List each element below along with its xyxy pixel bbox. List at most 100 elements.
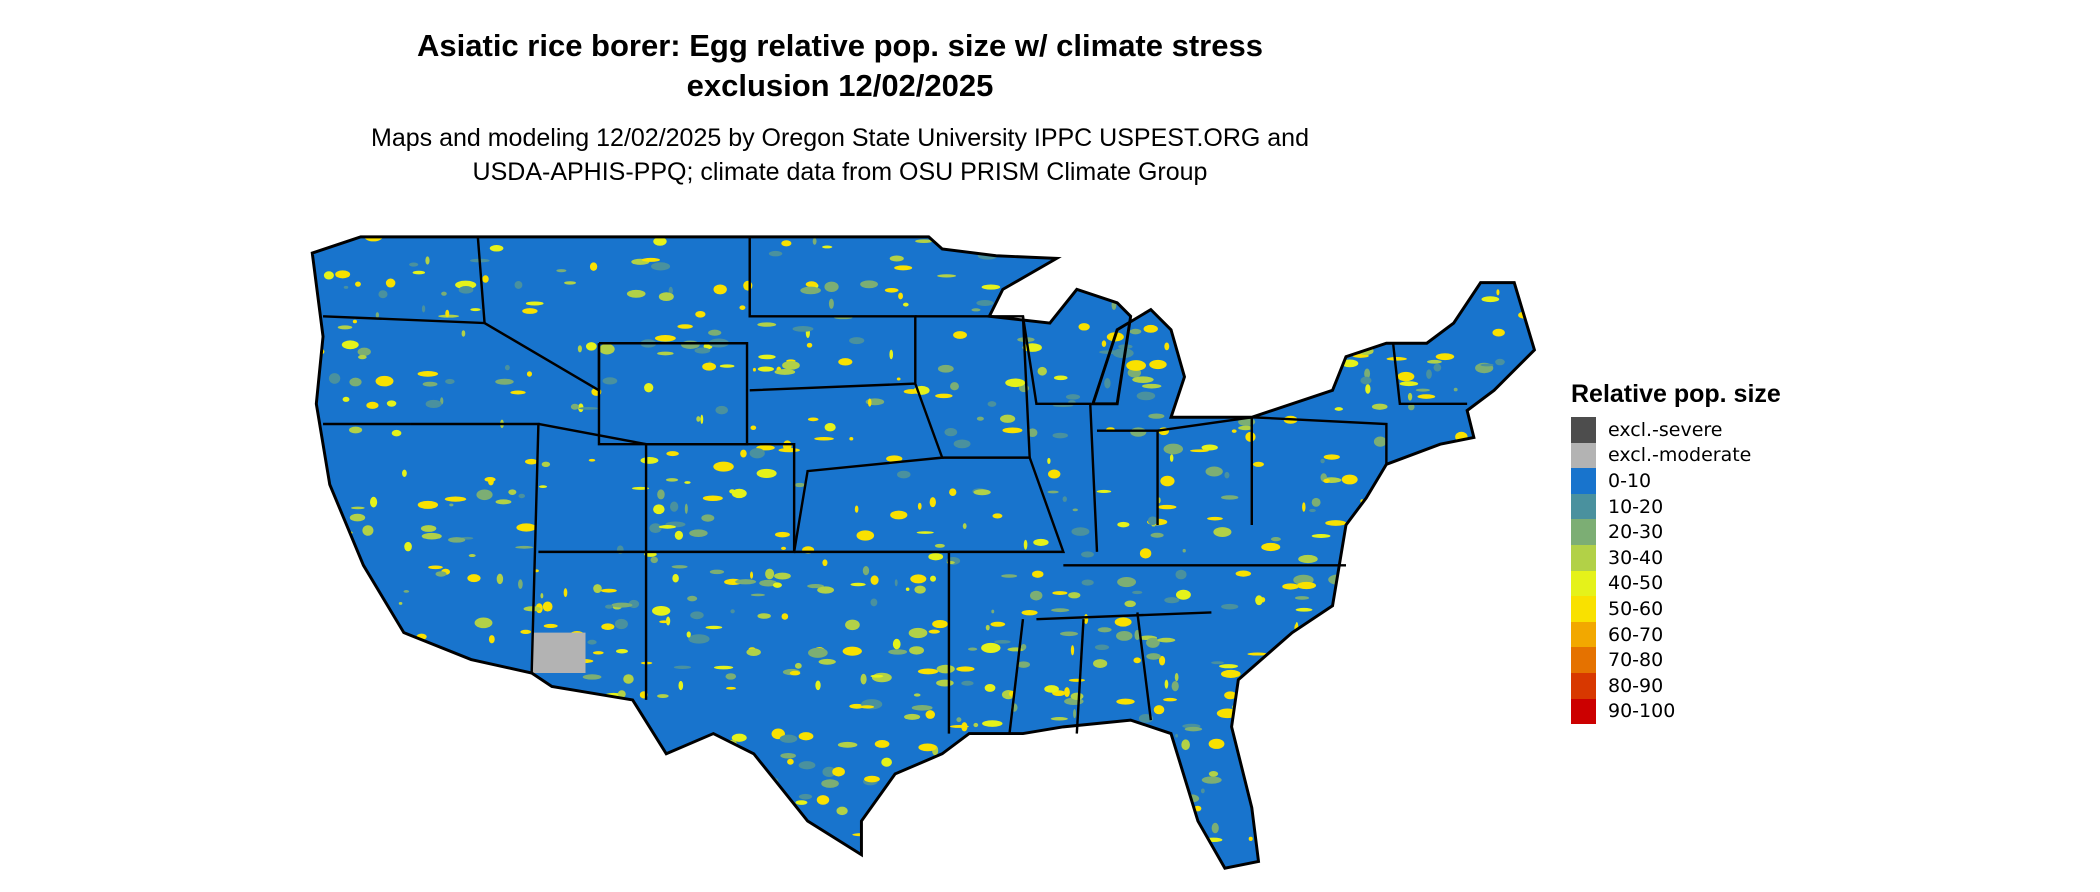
suitability-patch [1412,629,1429,639]
suitability-patch [571,735,586,742]
suitability-patch [1049,785,1069,794]
suitability-patch [779,734,798,743]
suitability-patch [965,794,972,800]
suitability-patch [1060,631,1079,637]
suitability-patch [904,713,921,720]
suitability-patch [1164,597,1180,604]
suitability-patch [953,771,971,775]
suitability-patch [1359,709,1370,719]
suitability-patch [1277,296,1298,306]
suitability-patch [640,767,655,775]
suitability-patch [821,245,833,249]
suitability-patch [501,765,517,775]
suitability-patch [1488,590,1504,596]
legend-swatch [1571,468,1596,494]
suitability-patch [1425,657,1442,668]
suitability-patch [1221,603,1239,610]
suitability-patch [1098,825,1104,832]
suitability-patch [1313,754,1335,760]
suitability-patch [937,274,957,278]
suitability-patch [944,428,958,437]
suitability-patch [808,647,828,658]
suitability-patch [1451,783,1473,789]
suitability-patch [1151,743,1158,748]
suitability-patch [1047,490,1059,494]
suitability-patch [953,439,971,449]
suitability-patch [774,369,796,375]
suitability-patch [1052,432,1068,439]
suitability-patch [398,601,403,605]
suitability-patch [1027,428,1038,438]
suitability-patch [1024,309,1029,318]
suitability-patch [375,312,380,318]
suitability-patch [312,430,319,435]
suitability-patch [1311,534,1331,538]
suitability-patch [1338,600,1349,605]
suitability-patch [1323,478,1330,483]
suitability-patch [589,262,598,271]
legend-item: 60-70 [1571,621,1781,648]
suitability-patch [1073,708,1077,719]
suitability-patch [412,270,426,275]
suitability-patch [312,416,318,421]
suitability-patch [1002,427,1023,434]
suitability-patch [1081,551,1094,558]
suitability-patch [601,623,615,631]
state-border [646,442,796,554]
suitability-patch [382,714,392,719]
suitability-patch [686,631,691,638]
suitability-patch [1286,695,1293,706]
suitability-patch [1124,600,1136,608]
suitability-patch [422,381,438,387]
subtitle-line2: USDA-APHIS-PPQ; climate data from OSU PR… [472,158,1208,186]
suitability-patch [428,565,443,570]
suitability-patch [705,625,723,630]
suitability-patch [1373,436,1387,447]
suitability-patch [1227,300,1238,306]
suitability-patch [849,436,854,441]
suitability-patch [1047,469,1061,479]
suitability-patch [884,287,899,293]
suitability-patch [1101,829,1113,833]
suitability-patch [1389,261,1404,267]
suitability-patch [468,554,476,558]
suitability-patch [611,602,633,608]
suitability-patch [794,482,806,488]
suitability-patch [1340,254,1359,264]
legend-label: 0-10 [1608,469,1652,492]
suitability-patch [910,814,925,824]
suitability-patch [1088,813,1092,824]
suitability-patch [1302,502,1306,512]
suitability-patch [672,573,679,583]
suitability-patch [653,237,667,246]
suitability-patch [1243,686,1256,690]
state-border [322,236,486,325]
suitability-patch [1148,413,1165,419]
suitability-patch [1122,736,1138,747]
suitability-patch [366,401,379,409]
suitability-patch [817,586,835,594]
suitability-patch [1169,454,1174,462]
suitability-patch [364,605,382,612]
suitability-patch [585,342,597,351]
legend-item: 10-20 [1571,493,1781,520]
suitability-patch [1283,360,1303,367]
suitability-patch [312,621,316,631]
suitability-patch [717,753,724,764]
suitability-patch [441,291,447,296]
suitability-patch [781,546,787,550]
suitability-patch [1372,527,1377,536]
suitability-patch [1139,548,1152,559]
suitability-patch [1078,323,1090,331]
suitability-patch [542,601,553,612]
suitability-patch [364,236,383,242]
suitability-patch [337,325,353,330]
suitability-patch [1346,328,1369,335]
suitability-patch [1468,520,1483,529]
suitability-patch [1489,442,1501,449]
suitability-patch [828,298,834,309]
suitability-patch [961,680,974,686]
state-border [1136,612,1153,721]
suitability-patch [856,530,875,541]
suitability-patch [317,624,332,633]
